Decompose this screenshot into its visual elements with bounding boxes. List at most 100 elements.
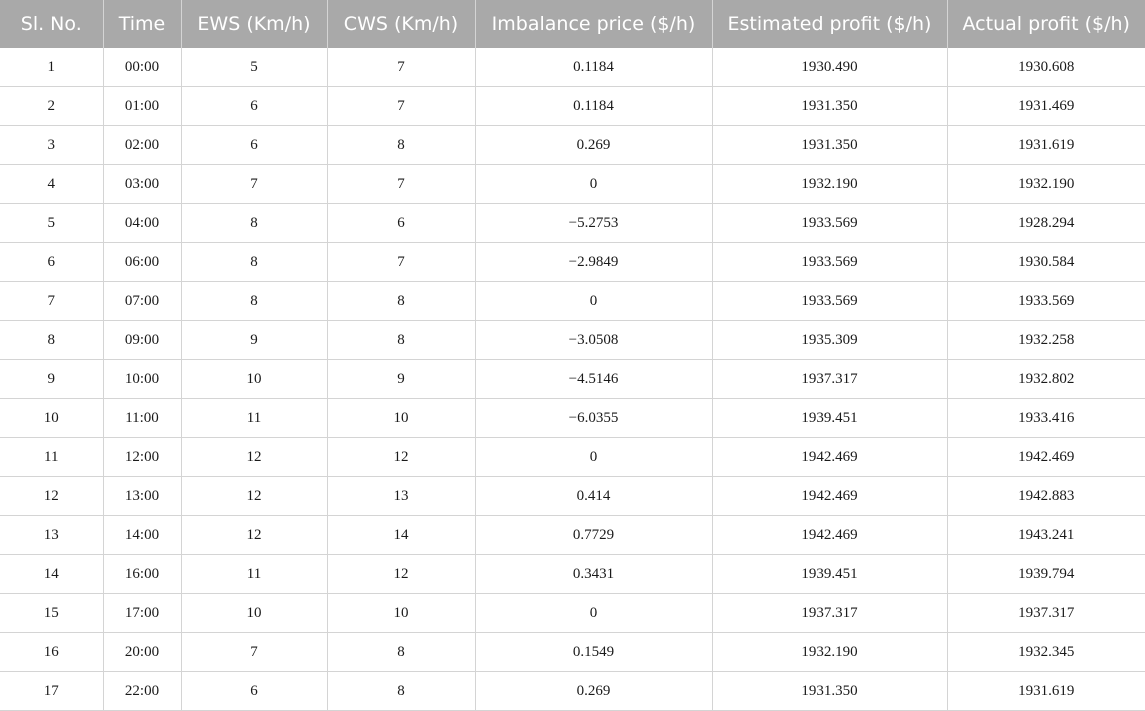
- cell-imbalance-price: 0.269: [475, 671, 713, 711]
- cell-imbalance-price: −5.2753: [475, 203, 713, 243]
- cell-actual-profit: 1930.584: [947, 242, 1145, 282]
- cell-sl-no: 2: [0, 86, 104, 126]
- cell-sl-no: 16: [0, 632, 104, 672]
- cell-actual-profit: 1931.469: [947, 86, 1145, 126]
- cell-imbalance-price: 0: [475, 164, 713, 204]
- cell-ews: 6: [181, 125, 328, 165]
- cell-actual-profit: 1930.608: [947, 48, 1145, 87]
- cell-time: 06:00: [103, 242, 182, 282]
- cell-time: 01:00: [103, 86, 182, 126]
- cell-cws: 7: [327, 48, 476, 87]
- table-row: 16 20:00 7 8 0.1549 1932.190 1932.345: [0, 632, 1145, 672]
- cell-imbalance-price: 0.1184: [475, 86, 713, 126]
- table-row: 15 17:00 10 10 0 1937.317 1937.317: [0, 593, 1145, 633]
- cell-estimated-profit: 1939.451: [712, 554, 948, 594]
- cell-actual-profit: 1939.794: [947, 554, 1145, 594]
- table-row: 17 22:00 6 8 0.269 1931.350 1931.619: [0, 671, 1145, 711]
- cell-imbalance-price: −6.0355: [475, 398, 713, 438]
- cell-ews: 8: [181, 203, 328, 243]
- header-actual-profit: Actual profit ($/h): [947, 0, 1145, 48]
- cell-sl-no: 4: [0, 164, 104, 204]
- cell-imbalance-price: 0: [475, 281, 713, 321]
- cell-time: 10:00: [103, 359, 182, 399]
- cell-cws: 8: [327, 125, 476, 165]
- table-row: 14 16:00 11 12 0.3431 1939.451 1939.794: [0, 554, 1145, 594]
- cell-estimated-profit: 1930.490: [712, 48, 948, 87]
- cell-actual-profit: 1932.190: [947, 164, 1145, 204]
- cell-estimated-profit: 1933.569: [712, 281, 948, 321]
- cell-time: 00:00: [103, 48, 182, 87]
- cell-cws: 8: [327, 281, 476, 321]
- cell-cws: 12: [327, 437, 476, 477]
- cell-imbalance-price: 0.414: [475, 476, 713, 516]
- header-imbalance-price: Imbalance price ($/h): [475, 0, 713, 48]
- cell-estimated-profit: 1939.451: [712, 398, 948, 438]
- cell-ews: 12: [181, 515, 328, 555]
- cell-actual-profit: 1932.345: [947, 632, 1145, 672]
- cell-time: 14:00: [103, 515, 182, 555]
- cell-actual-profit: 1931.619: [947, 671, 1145, 711]
- cell-ews: 6: [181, 86, 328, 126]
- cell-time: 16:00: [103, 554, 182, 594]
- cell-sl-no: 10: [0, 398, 104, 438]
- cell-actual-profit: 1942.469: [947, 437, 1145, 477]
- cell-estimated-profit: 1942.469: [712, 476, 948, 516]
- cell-time: 11:00: [103, 398, 182, 438]
- cell-sl-no: 6: [0, 242, 104, 282]
- cell-actual-profit: 1933.416: [947, 398, 1145, 438]
- cell-cws: 14: [327, 515, 476, 555]
- cell-estimated-profit: 1931.350: [712, 86, 948, 126]
- cell-estimated-profit: 1933.569: [712, 242, 948, 282]
- cell-estimated-profit: 1937.317: [712, 359, 948, 399]
- cell-cws: 8: [327, 671, 476, 711]
- table-row: 13 14:00 12 14 0.7729 1942.469 1943.241: [0, 515, 1145, 555]
- header-time: Time: [103, 0, 182, 48]
- table-row: 2 01:00 6 7 0.1184 1931.350 1931.469: [0, 86, 1145, 126]
- cell-imbalance-price: −3.0508: [475, 320, 713, 360]
- table-row: 11 12:00 12 12 0 1942.469 1942.469: [0, 437, 1145, 477]
- cell-ews: 10: [181, 593, 328, 633]
- cell-time: 17:00: [103, 593, 182, 633]
- cell-ews: 9: [181, 320, 328, 360]
- cell-ews: 5: [181, 48, 328, 87]
- header-cws: CWS (Km/h): [327, 0, 476, 48]
- cell-estimated-profit: 1932.190: [712, 164, 948, 204]
- cell-imbalance-price: −4.5146: [475, 359, 713, 399]
- cell-actual-profit: 1937.317: [947, 593, 1145, 633]
- cell-estimated-profit: 1942.469: [712, 515, 948, 555]
- cell-ews: 7: [181, 632, 328, 672]
- cell-actual-profit: 1932.802: [947, 359, 1145, 399]
- cell-cws: 8: [327, 320, 476, 360]
- cell-imbalance-price: 0: [475, 437, 713, 477]
- table-row: 3 02:00 6 8 0.269 1931.350 1931.619: [0, 125, 1145, 165]
- cell-sl-no: 9: [0, 359, 104, 399]
- cell-time: 12:00: [103, 437, 182, 477]
- cell-imbalance-price: 0.269: [475, 125, 713, 165]
- cell-sl-no: 13: [0, 515, 104, 555]
- cell-imbalance-price: 0: [475, 593, 713, 633]
- cell-actual-profit: 1943.241: [947, 515, 1145, 555]
- cell-cws: 13: [327, 476, 476, 516]
- cell-sl-no: 11: [0, 437, 104, 477]
- cell-time: 02:00: [103, 125, 182, 165]
- header-row: Sl. No. Time EWS (Km/h) CWS (Km/h) Imbal…: [0, 0, 1145, 48]
- cell-estimated-profit: 1933.569: [712, 203, 948, 243]
- cell-cws: 10: [327, 593, 476, 633]
- cell-ews: 6: [181, 671, 328, 711]
- cell-time: 03:00: [103, 164, 182, 204]
- table-row: 5 04:00 8 6 −5.2753 1933.569 1928.294: [0, 203, 1145, 243]
- cell-ews: 7: [181, 164, 328, 204]
- cell-cws: 9: [327, 359, 476, 399]
- cell-cws: 8: [327, 632, 476, 672]
- table-row: 4 03:00 7 7 0 1932.190 1932.190: [0, 164, 1145, 204]
- cell-cws: 7: [327, 242, 476, 282]
- cell-sl-no: 12: [0, 476, 104, 516]
- cell-estimated-profit: 1942.469: [712, 437, 948, 477]
- cell-actual-profit: 1932.258: [947, 320, 1145, 360]
- cell-ews: 12: [181, 437, 328, 477]
- table-row: 7 07:00 8 8 0 1933.569 1933.569: [0, 281, 1145, 321]
- cell-ews: 11: [181, 554, 328, 594]
- cell-ews: 10: [181, 359, 328, 399]
- cell-estimated-profit: 1932.190: [712, 632, 948, 672]
- cell-imbalance-price: 0.1184: [475, 48, 713, 87]
